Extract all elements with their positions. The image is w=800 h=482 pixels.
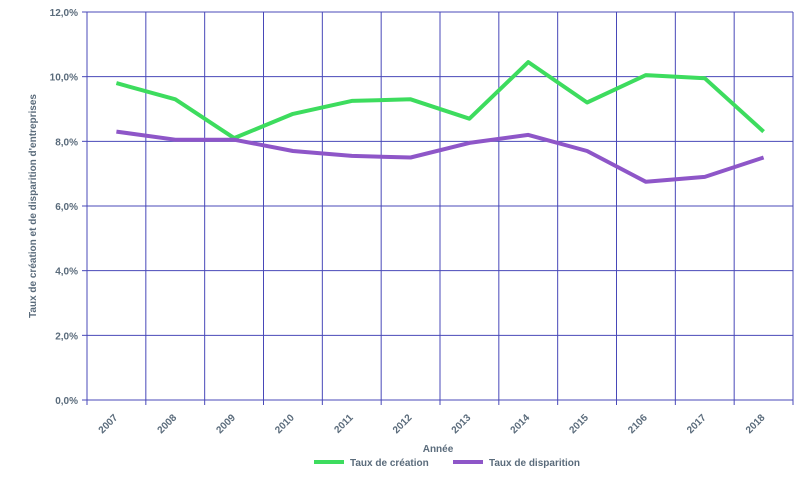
y-tick-label: 8,0% xyxy=(55,137,78,148)
x-tick-label: 2012 xyxy=(391,412,415,436)
y-axis-title: Taux de création et de disparition d'ent… xyxy=(28,94,39,318)
x-axis-ticks: 2007 2008 2009 2010 2011 2012 2013 2014 2015 2106… xyxy=(97,412,768,436)
x-tick-label: 2018 xyxy=(744,412,768,436)
series-lines xyxy=(115,60,765,184)
x-tick-label: 2008 xyxy=(156,412,180,436)
x-axis-title: Année xyxy=(423,444,454,455)
x-tick-label: 2009 xyxy=(214,412,238,436)
series-line-1 xyxy=(116,129,765,184)
y-tick-label: 6,0% xyxy=(55,202,78,213)
y-tick-label: 10,0% xyxy=(50,73,78,84)
legend: Taux de création Taux de disparition xyxy=(314,458,580,469)
x-tick-label: 2017 xyxy=(685,412,709,436)
y-tick-label: 2,0% xyxy=(55,331,78,342)
y-tick-label: 4,0% xyxy=(55,267,78,278)
y-tick-label: 0,0% xyxy=(55,396,78,407)
x-tick-label: 2015 xyxy=(567,412,591,436)
x-tick-label: 2011 xyxy=(333,412,356,435)
legend-label-creation: Taux de création xyxy=(350,458,429,469)
y-axis-ticks: 0,0% 2,0% 4,0% 6,0% 8,0% 10,0% 12,0% xyxy=(50,8,78,407)
series-line-0 xyxy=(115,60,765,141)
legend-label-disparition: Taux de disparition xyxy=(489,458,580,469)
x-tick-label: 2014 xyxy=(509,412,533,436)
x-tick-label: 2010 xyxy=(273,412,297,436)
x-tick-label: 2007 xyxy=(97,412,121,436)
x-tick-label: 2013 xyxy=(450,412,474,436)
grid-lines xyxy=(82,11,794,405)
x-tick-label: 2106 xyxy=(626,412,650,436)
y-tick-label: 12,0% xyxy=(50,8,78,19)
